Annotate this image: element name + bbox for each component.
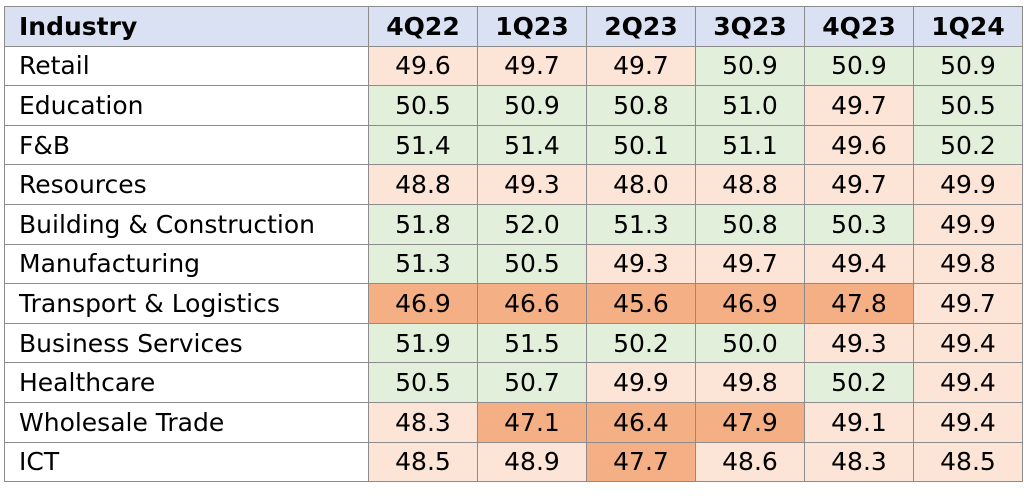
value-cell: 48.5 <box>368 441 478 483</box>
value-cell: 51.5 <box>477 322 587 364</box>
value-cell: 49.4 <box>913 322 1023 364</box>
value-cell: 49.3 <box>477 164 587 205</box>
value-cell: 50.0 <box>695 322 805 364</box>
value-cell: 48.6 <box>695 441 805 483</box>
industry-label: Business Services <box>4 322 369 364</box>
industry-label: Healthcare <box>4 362 369 403</box>
value-cell: 50.2 <box>913 124 1023 166</box>
value-cell: 49.7 <box>913 283 1023 324</box>
industry-label: Resources <box>4 164 369 205</box>
table-row: Business Services 51.9 51.5 50.2 50.0 49.3 49.… <box>4 322 1023 364</box>
industry-label: Manufacturing <box>4 243 369 285</box>
value-cell: 50.9 <box>695 45 805 87</box>
value-cell: 49.4 <box>804 243 914 285</box>
value-cell: 49.8 <box>695 362 805 403</box>
value-cell: 48.8 <box>368 164 478 205</box>
value-cell: 51.4 <box>368 124 478 166</box>
table-row: Retail 49.6 49.7 49.7 50.9 50.9 50.9 <box>4 45 1023 87</box>
value-cell: 52.0 <box>477 203 587 245</box>
value-cell: 51.1 <box>695 124 805 166</box>
value-cell: 48.9 <box>477 441 587 483</box>
value-cell: 50.7 <box>477 362 587 403</box>
header-industry: Industry <box>4 6 369 47</box>
value-cell: 48.3 <box>368 401 478 443</box>
value-cell: 51.9 <box>368 322 478 364</box>
value-cell: 49.4 <box>913 401 1023 443</box>
table-row: Resources 48.8 49.3 48.0 48.8 49.7 49.9 <box>4 164 1023 205</box>
value-cell: 51.0 <box>695 85 805 126</box>
value-cell: 50.5 <box>477 243 587 285</box>
value-cell: 49.7 <box>804 85 914 126</box>
value-cell: 50.5 <box>913 85 1023 126</box>
value-cell: 51.4 <box>477 124 587 166</box>
value-cell: 51.3 <box>586 203 696 245</box>
industry-label: Building & Construction <box>4 203 369 245</box>
value-cell: 46.9 <box>368 283 478 324</box>
value-cell: 48.8 <box>695 164 805 205</box>
header-row: Industry 4Q22 1Q23 2Q23 3Q23 4Q23 1Q24 <box>4 6 1023 47</box>
value-cell: 49.3 <box>804 322 914 364</box>
industry-label: Transport & Logistics <box>4 283 369 324</box>
value-cell: 48.0 <box>586 164 696 205</box>
header-quarter: 1Q23 <box>477 6 587 47</box>
data-table: Industry 4Q22 1Q23 2Q23 3Q23 4Q23 1Q24 R… <box>4 6 1023 483</box>
value-cell: 49.9 <box>913 164 1023 205</box>
value-cell: 46.9 <box>695 283 805 324</box>
industry-label: Retail <box>4 45 369 87</box>
value-cell: 50.9 <box>804 45 914 87</box>
value-cell: 47.1 <box>477 401 587 443</box>
value-cell: 51.8 <box>368 203 478 245</box>
value-cell: 46.6 <box>477 283 587 324</box>
header-quarter: 4Q22 <box>368 6 478 47</box>
industry-label: Wholesale Trade <box>4 401 369 443</box>
value-cell: 51.3 <box>368 243 478 285</box>
value-cell: 49.3 <box>586 243 696 285</box>
value-cell: 45.6 <box>586 283 696 324</box>
value-cell: 49.9 <box>586 362 696 403</box>
value-cell: 47.7 <box>586 441 696 483</box>
table-row: ICT 48.5 48.9 47.7 48.6 48.3 48.5 <box>4 441 1023 483</box>
value-cell: 49.7 <box>586 45 696 87</box>
table-body: Retail 49.6 49.7 49.7 50.9 50.9 50.9 Education 5… <box>4 45 1023 483</box>
value-cell: 46.4 <box>586 401 696 443</box>
table-row: Transport & Logistics 46.9 46.6 45.6 46.9 47.… <box>4 283 1023 324</box>
value-cell: 49.7 <box>477 45 587 87</box>
value-cell: 49.7 <box>804 164 914 205</box>
table-row: Building & Construction 51.8 52.0 51.3 50.8 5… <box>4 203 1023 245</box>
industry-index-table: Industry 4Q22 1Q23 2Q23 3Q23 4Q23 1Q24 R… <box>4 6 1023 483</box>
value-cell: 49.1 <box>804 401 914 443</box>
value-cell: 47.9 <box>695 401 805 443</box>
table-row: Healthcare 50.5 50.7 49.9 49.8 50.2 49.4 <box>4 362 1023 403</box>
header-quarter: 1Q24 <box>913 6 1023 47</box>
value-cell: 50.9 <box>913 45 1023 87</box>
value-cell: 50.8 <box>695 203 805 245</box>
header-quarter: 3Q23 <box>695 6 805 47</box>
header-quarter: 4Q23 <box>804 6 914 47</box>
value-cell: 49.9 <box>913 203 1023 245</box>
table-row: F&B 51.4 51.4 50.1 51.1 49.6 50.2 <box>4 124 1023 166</box>
value-cell: 50.8 <box>586 85 696 126</box>
value-cell: 50.2 <box>804 362 914 403</box>
value-cell: 49.7 <box>695 243 805 285</box>
value-cell: 48.3 <box>804 441 914 483</box>
value-cell: 50.1 <box>586 124 696 166</box>
value-cell: 47.8 <box>804 283 914 324</box>
value-cell: 48.5 <box>913 441 1023 483</box>
value-cell: 49.6 <box>804 124 914 166</box>
industry-label: Education <box>4 85 369 126</box>
value-cell: 50.2 <box>586 322 696 364</box>
value-cell: 50.5 <box>368 85 478 126</box>
header-quarter: 2Q23 <box>586 6 696 47</box>
industry-label: ICT <box>4 441 369 483</box>
value-cell: 50.3 <box>804 203 914 245</box>
table-row: Wholesale Trade 48.3 47.1 46.4 47.9 49.1 49.4 <box>4 401 1023 443</box>
industry-label: F&B <box>4 124 369 166</box>
value-cell: 49.6 <box>368 45 478 87</box>
value-cell: 50.9 <box>477 85 587 126</box>
value-cell: 49.8 <box>913 243 1023 285</box>
table-row: Education 50.5 50.9 50.8 51.0 49.7 50.5 <box>4 85 1023 126</box>
value-cell: 50.5 <box>368 362 478 403</box>
value-cell: 49.4 <box>913 362 1023 403</box>
table-row: Manufacturing 51.3 50.5 49.3 49.7 49.4 49.8 <box>4 243 1023 285</box>
